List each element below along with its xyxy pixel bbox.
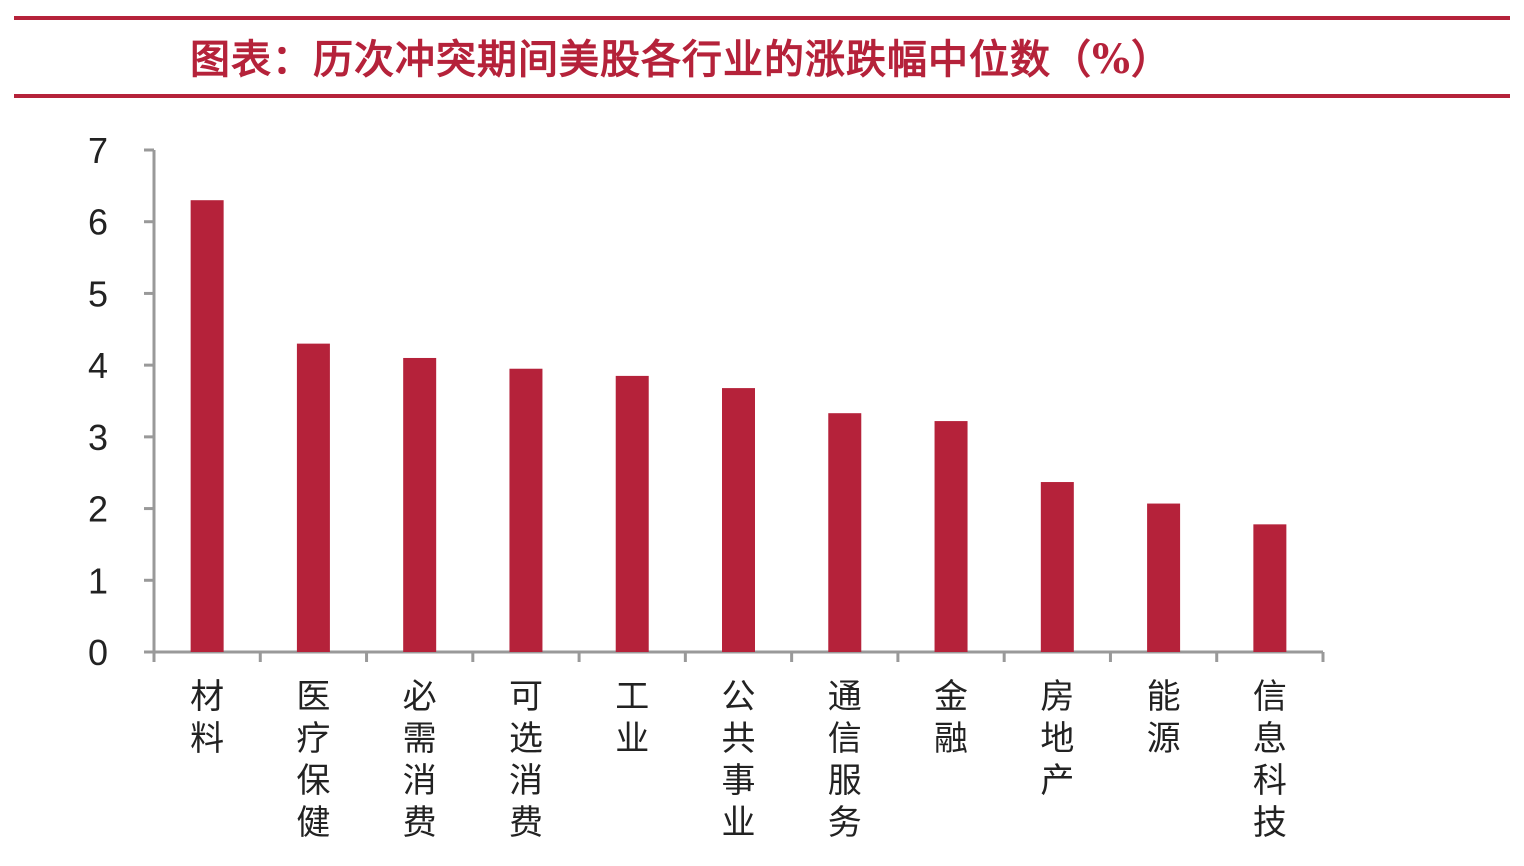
bar-9 [1040,482,1074,652]
bar-3 [403,357,437,652]
y-tick-label: 7 [88,130,108,171]
title-rule-top [14,16,1510,20]
x-category-label: 房地产 [1040,677,1074,801]
bar-8 [934,421,968,652]
x-category-label: 公共事业 [722,677,756,843]
bar-1 [190,200,224,652]
chart-bars [190,200,1287,652]
x-category-label: 通信服务 [828,677,862,843]
title-rule-bottom [14,94,1510,98]
x-category-label: 医疗保健 [296,677,330,843]
y-tick-label: 6 [88,202,108,243]
y-tick-label: 1 [88,560,108,601]
x-category-labels: 材料 医疗保健 必需消费 可选消费 工业 公共事业 通信服务 金融 房地产 能源 信息科技 [190,677,1287,843]
y-tick-label: 0 [88,632,108,673]
bar-2 [296,343,330,652]
x-category-label: 金融 [934,677,968,759]
y-tick-label: 3 [88,417,108,458]
bar-7 [828,413,862,652]
y-tick-labels: 0 1 2 3 4 5 6 7 [88,130,108,673]
x-category-label: 可选消费 [509,677,543,843]
x-category-label: 工业 [615,677,649,759]
bar-10 [1147,503,1181,652]
bar-4 [509,368,543,652]
chart-title: 图表：历次冲突期间美股各行业的涨跌幅中位数（%） [190,36,1173,83]
x-category-label: 信息科技 [1253,677,1287,843]
bar-5 [615,375,649,652]
bar-6 [722,388,755,652]
bar-11 [1253,524,1287,652]
y-tick-label: 2 [88,489,108,530]
x-category-label: 材料 [190,677,224,759]
x-category-label: 能源 [1147,677,1181,759]
y-tick-label: 5 [88,273,108,314]
y-tick-label: 4 [88,345,108,386]
x-category-label: 必需消费 [403,677,437,843]
